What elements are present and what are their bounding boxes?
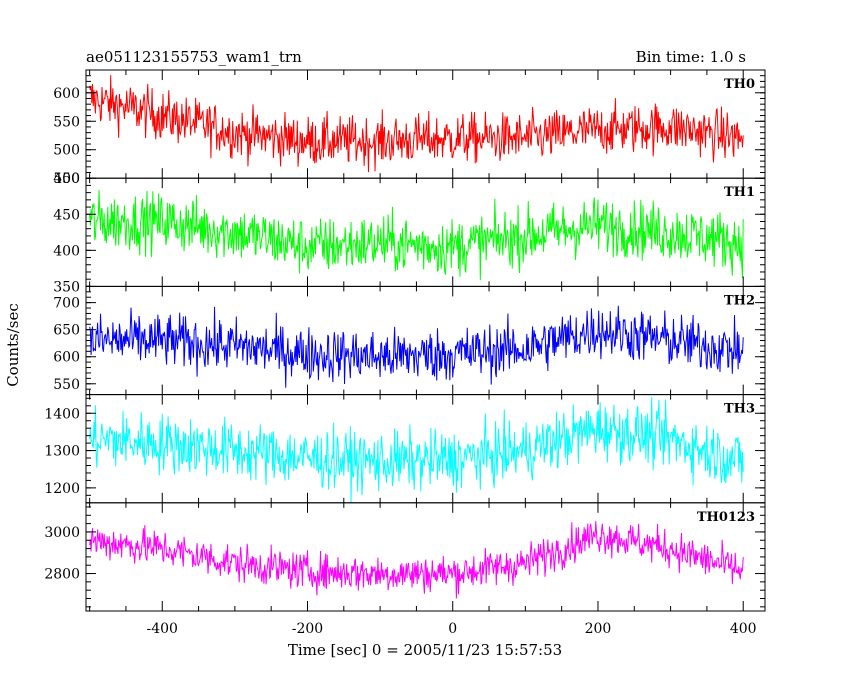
panel-label-th2: TH2 [724, 293, 755, 308]
y-axis-label: Counts/sec [4, 303, 22, 387]
x-tick-label: -200 [292, 621, 323, 637]
y-tick-label: 450 [53, 207, 80, 223]
y-tick-label: 450 [53, 171, 80, 187]
panel-frame [85, 502, 766, 612]
y-tick-label: 2800 [44, 567, 80, 583]
x-tick-label: 0 [448, 621, 457, 637]
panel-label-th0: TH0 [724, 77, 755, 92]
y-tick-label: 550 [53, 377, 80, 393]
panels-group: 450500550600TH0350400450500TH15506006507… [44, 69, 766, 612]
panel-label-th0123: TH0123 [697, 510, 755, 525]
x-tick-label: 400 [730, 621, 757, 637]
x-tick-label: 200 [585, 621, 612, 637]
bin-time-label: Bin time: 1.0 s [636, 48, 746, 66]
y-tick-label: 500 [53, 143, 80, 159]
y-tick-label: 600 [53, 86, 80, 102]
panel-th2: 550 600 650 700 TH2 [53, 285, 766, 396]
chart-title: ae051123155753_wam1_trn [86, 48, 302, 66]
panel-th0123: 2800 3000 TH0123 [44, 502, 766, 612]
y-tick-label: 700 [53, 296, 80, 312]
y-tick-label: 3000 [44, 525, 80, 541]
series-line-th3 [89, 396, 744, 503]
series-line-th2 [89, 305, 744, 388]
y-tick-label: 650 [53, 323, 80, 339]
panel-label-th1: TH1 [724, 185, 755, 200]
series-line-th1 [89, 189, 744, 281]
y-tick-label: 500 [53, 171, 80, 187]
y-tick-label: 600 [53, 350, 80, 366]
y-tick-label: 550 [53, 114, 80, 130]
panel-frame [85, 177, 766, 287]
x-axis: -400 -200 0 200 400 [147, 621, 757, 637]
series-line-th0 [89, 75, 744, 173]
y-tick-label: 400 [53, 243, 80, 259]
y-tick-label: 1300 [44, 444, 80, 460]
x-axis-label: Time [sec] 0 = 2005/11/23 15:57:53 [288, 641, 562, 659]
series-line-th0123 [89, 521, 744, 599]
panel-frame [85, 285, 766, 396]
y-tick-label: 1200 [44, 481, 80, 497]
y-tick-label: 350 [53, 279, 80, 295]
y-tick-label: 1400 [44, 406, 80, 422]
panel-label-th3: TH3 [724, 402, 755, 417]
x-tick-label: -400 [147, 621, 178, 637]
panel-th3: 1200 1300 1400 TH3 [44, 394, 766, 504]
